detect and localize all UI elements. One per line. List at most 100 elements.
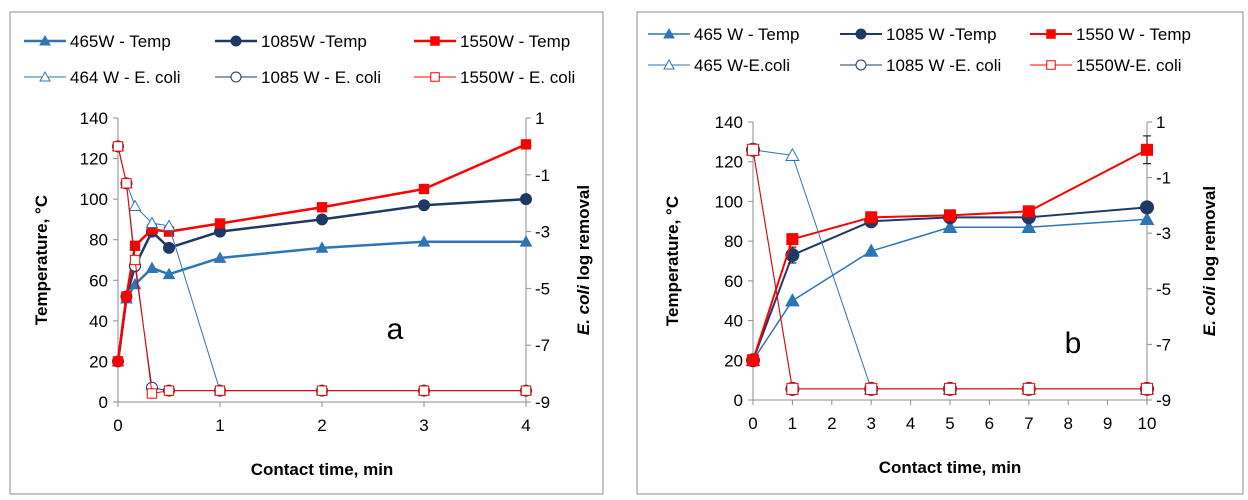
y-tick-label: 60 [89, 271, 108, 290]
y-tick-label: 40 [724, 312, 743, 331]
data-point [162, 219, 176, 231]
x-tick-label: 2 [827, 414, 836, 433]
y-tick-label: 40 [89, 312, 108, 331]
data-point [1140, 200, 1154, 215]
data-point [520, 385, 532, 396]
y-tick-label: 100 [80, 190, 108, 209]
x-axis-label: Contact time, min [251, 460, 394, 479]
legend: 465 W - Temp 1085 W -Temp 1550 W - Temp 465… [648, 25, 1191, 75]
data-point [121, 178, 132, 189]
data-point [146, 388, 158, 399]
legend-label: 1085W -Temp [261, 32, 367, 51]
x-tick-label: 6 [985, 414, 994, 433]
legend-item: 1550W - Temp [414, 32, 570, 51]
legend-label: 1550W - Temp [460, 32, 570, 51]
x-tick-label: 4 [906, 414, 915, 433]
data-point [418, 199, 430, 212]
data-point [214, 218, 226, 229]
y2-tick-label: -1 [535, 166, 550, 185]
y-tick-label: 20 [89, 352, 108, 371]
data-point [163, 241, 175, 254]
data-point [145, 216, 159, 228]
x-tick-label: 3 [866, 414, 875, 433]
y2-axis-label: E. coli log removal [1200, 186, 1219, 336]
plot-area [745, 135, 1155, 396]
y-tick-label: 140 [715, 113, 743, 132]
legend-item: 1085W -Temp [215, 32, 367, 51]
panel-label: b [1065, 327, 1082, 360]
y2-tick-label: -3 [1156, 224, 1171, 243]
data-point [746, 143, 760, 156]
legend-marker [430, 36, 440, 46]
legend-label: 465 W - Temp [694, 25, 800, 44]
legend-item: 1085 W -Temp [840, 25, 997, 44]
legend-label: 1550W - E. coli [460, 68, 575, 87]
data-point [316, 385, 328, 396]
chart-frame [9, 11, 604, 495]
chart-a: 0 20 40 60 80 100 120 140 -9 -7 -5 -3 -1 1 0 1 2 3 4 Contac… [9, 11, 604, 495]
legend-label: 465W - Temp [70, 32, 171, 51]
legend-item: 1550W - E. coli [414, 68, 575, 87]
x-tick-label: 1 [788, 414, 797, 433]
legend-label: 1085 W -Temp [886, 25, 997, 44]
data-point [1140, 382, 1154, 395]
y2-tick-label: -7 [1156, 335, 1171, 354]
data-point [129, 240, 141, 251]
data-point [145, 261, 159, 274]
y-tick-label: 0 [734, 391, 743, 410]
y2-tick-label: 1 [1156, 113, 1165, 132]
legend-marker [430, 72, 440, 82]
y2-tick-label: -9 [1156, 391, 1171, 410]
y2-tick-label: -3 [535, 223, 550, 242]
y2-tick-label: -5 [1156, 280, 1171, 299]
y-axis-label: Temperature, °C [32, 195, 51, 325]
data-point [1022, 382, 1035, 395]
data-point [1022, 205, 1035, 218]
legend-marker [1046, 60, 1056, 70]
y2-tick-label: -5 [535, 279, 550, 298]
data-point [213, 251, 227, 263]
data-point [315, 241, 329, 253]
data-point [417, 235, 431, 247]
x-tick-label: 7 [1024, 414, 1033, 433]
y-tick-label: 80 [724, 232, 743, 251]
data-point [418, 183, 430, 195]
y-tick-label: 0 [99, 393, 108, 412]
x-tick-label: 10 [1138, 414, 1157, 433]
y2-axis-label-italic: E. coli [574, 284, 593, 335]
x-tick-label: 3 [419, 416, 428, 435]
y-tick-label: 140 [80, 109, 108, 128]
y-tick-label: 80 [89, 231, 108, 250]
data-point [1139, 211, 1155, 225]
x-tick-label: 2 [317, 416, 326, 435]
legend-marker [855, 28, 867, 40]
y2-axis-label: E. coli log removal [574, 185, 593, 335]
legend-label: 1085 W - E. coli [261, 68, 381, 87]
legend-marker [663, 27, 675, 39]
y2-tick-label: -9 [535, 393, 550, 412]
data-point [786, 382, 799, 395]
data-point [1140, 143, 1154, 156]
x-tick-label: 0 [748, 414, 757, 433]
legend-label: 465 W-E.coli [694, 56, 790, 75]
data-point [112, 356, 124, 367]
y2-axis-label-italic: E. coli [1200, 285, 1219, 336]
data-point [863, 243, 879, 257]
x-axis-label: Contact time, min [879, 458, 1022, 477]
legend-marker [663, 58, 675, 70]
y-axis-label: Temperature, °C [663, 196, 682, 326]
x-tick-label: 4 [521, 416, 530, 435]
y2-axis-label-rest: log removal [574, 185, 593, 285]
y2-tick-label: 1 [535, 109, 544, 128]
y-tick-label: 60 [724, 272, 743, 291]
series-line [752, 206, 1148, 361]
legend-marker [39, 70, 51, 82]
data-point [418, 385, 430, 396]
data-point [865, 211, 878, 224]
y-tick-label: 20 [724, 351, 743, 370]
data-point [519, 235, 533, 247]
data-point [121, 291, 132, 302]
legend: 465W - Temp 1085W -Temp 1550W - Temp 464 W … [24, 32, 575, 87]
